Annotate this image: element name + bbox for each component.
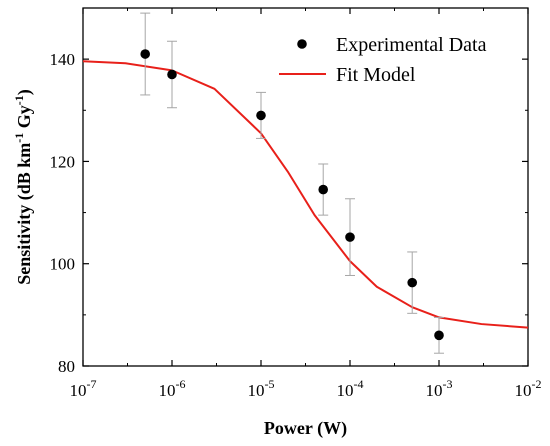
- x-tick-exponent: -2: [532, 377, 542, 391]
- data-point: [140, 49, 151, 59]
- x-tick-label: 10-5: [248, 377, 275, 400]
- data-point: [167, 69, 177, 80]
- x-tick-base: 10: [159, 381, 176, 400]
- x-tick-label: 10-4: [337, 377, 364, 400]
- data-point: [345, 232, 355, 242]
- y-tick-label: 100: [50, 255, 76, 274]
- x-tick-base: 10: [337, 381, 354, 400]
- y-axis-title-text: ): [14, 89, 35, 95]
- fit-layer: [82, 60, 529, 329]
- x-axis-title: Power (W): [264, 418, 347, 439]
- y-axis-title-superscript: -1: [12, 95, 26, 105]
- x-tick-exponent: -7: [87, 377, 97, 391]
- points-layer: [140, 12, 444, 354]
- x-tick-exponent: -5: [265, 377, 275, 391]
- legend-label-experimental: Experimental Data: [336, 34, 487, 56]
- plot-border: [82, 7, 529, 367]
- x-tick-base: 10: [426, 381, 443, 400]
- data-point: [256, 110, 266, 121]
- axis-titles: Power (W)Sensitivity (dB km-1 Gy-1): [12, 89, 347, 439]
- fit-model-line: [82, 60, 529, 329]
- y-tick-label: 140: [50, 50, 76, 69]
- x-tick-label: 10-6: [159, 377, 186, 400]
- x-tick-label: 10-3: [426, 377, 453, 400]
- y-axis-title-text: Sensitivity (dB km: [14, 143, 35, 285]
- y-tick-label: 80: [58, 357, 75, 376]
- y-axis: 80 100 120 140: [50, 7, 528, 376]
- x-axis: 10-7 10-6 10-5 10-4 10-3 10-2: [70, 8, 542, 400]
- y-tick-label: 120: [50, 152, 76, 171]
- x-tick-exponent: -3: [443, 377, 453, 391]
- legend-marker-experimental: [297, 39, 307, 49]
- x-tick-exponent: -6: [176, 377, 186, 391]
- x-tick-label: 10-2: [515, 377, 542, 400]
- data-point: [318, 184, 329, 195]
- plot-frame: [82, 7, 529, 367]
- y-axis-title-text: Gy: [14, 105, 34, 133]
- y-axis-title: Sensitivity (dB km-1 Gy-1): [12, 89, 35, 285]
- legend-label-fit: Fit Model: [336, 64, 416, 86]
- x-tick-base: 10: [70, 381, 87, 400]
- x-tick-base: 10: [248, 381, 265, 400]
- x-tick-label: 10-7: [70, 377, 97, 400]
- data-point: [407, 277, 418, 288]
- x-tick-exponent: -4: [354, 377, 364, 391]
- legend: Experimental Data Fit Model: [279, 34, 487, 86]
- y-axis-title-superscript: -1: [12, 133, 26, 143]
- data-point: [434, 330, 444, 341]
- x-tick-base: 10: [515, 381, 532, 400]
